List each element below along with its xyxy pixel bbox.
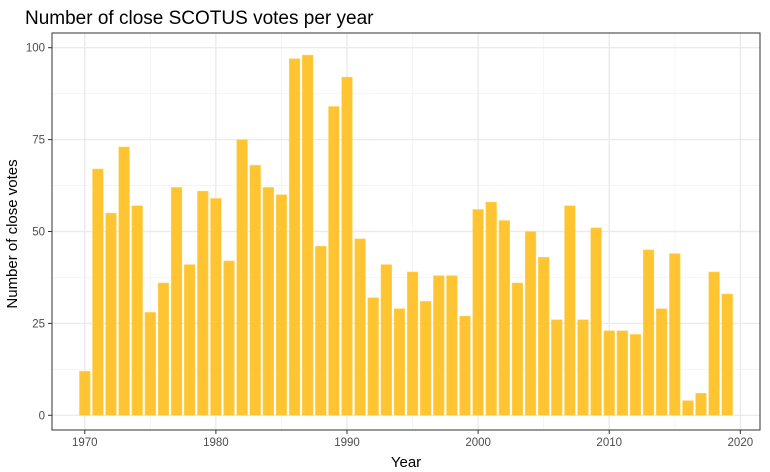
bar bbox=[118, 146, 130, 416]
bar bbox=[275, 194, 288, 416]
bar bbox=[564, 205, 576, 416]
bar bbox=[642, 249, 655, 416]
bar bbox=[341, 76, 353, 416]
bar bbox=[616, 330, 628, 416]
bar bbox=[538, 256, 550, 416]
y-tick-label: 50 bbox=[32, 227, 45, 239]
bar bbox=[498, 220, 510, 416]
bar bbox=[92, 168, 104, 416]
bar bbox=[485, 201, 497, 416]
y-tick-label: 0 bbox=[39, 410, 45, 422]
bar bbox=[184, 264, 196, 416]
bar bbox=[315, 245, 327, 416]
x-tick-label: 1980 bbox=[203, 437, 229, 449]
bar bbox=[144, 312, 156, 416]
bar bbox=[472, 209, 484, 416]
bar bbox=[197, 190, 209, 416]
bar bbox=[380, 264, 392, 416]
bar bbox=[131, 205, 143, 416]
bar bbox=[577, 319, 589, 416]
bar bbox=[656, 308, 668, 416]
bar bbox=[590, 227, 602, 416]
bar bbox=[511, 282, 524, 416]
bar bbox=[669, 253, 681, 416]
y-tick-label: 25 bbox=[32, 318, 45, 330]
chart-title: Number of close SCOTUS votes per year bbox=[25, 8, 374, 29]
axes: 1970 1980 1990 2000 2010 2020 0 25 50 75 100 bbox=[26, 43, 753, 449]
bar bbox=[367, 297, 379, 416]
bars bbox=[79, 54, 733, 416]
bar bbox=[157, 282, 170, 416]
x-tick-label: 2010 bbox=[596, 437, 622, 449]
bar bbox=[210, 198, 222, 416]
bar bbox=[406, 271, 419, 416]
bar bbox=[262, 187, 274, 416]
bar bbox=[524, 231, 537, 416]
y-tick-label: 100 bbox=[26, 43, 45, 55]
x-tick-label: 2000 bbox=[465, 437, 491, 449]
x-axis-title: Year bbox=[391, 454, 421, 471]
bar bbox=[170, 187, 183, 416]
bar bbox=[79, 370, 91, 416]
bar bbox=[433, 275, 445, 416]
bar bbox=[551, 319, 563, 416]
bar bbox=[223, 260, 235, 416]
bar bbox=[603, 330, 615, 416]
bar bbox=[393, 308, 406, 416]
x-tick-label: 1970 bbox=[72, 437, 98, 449]
bar bbox=[420, 301, 432, 416]
y-tick-label: 75 bbox=[32, 135, 45, 147]
bar bbox=[695, 392, 707, 416]
bar bbox=[446, 275, 458, 416]
bar bbox=[236, 139, 248, 416]
bar bbox=[302, 54, 314, 416]
bar bbox=[288, 58, 301, 416]
bar bbox=[249, 165, 261, 416]
bar bbox=[682, 400, 694, 416]
bar bbox=[708, 271, 720, 416]
bar bbox=[459, 315, 471, 416]
bar bbox=[629, 334, 642, 416]
y-axis-title: Number of close votes bbox=[4, 159, 21, 308]
bar bbox=[721, 293, 733, 416]
bar bbox=[328, 106, 340, 416]
x-tick-label: 2020 bbox=[728, 437, 754, 449]
bar bbox=[105, 212, 117, 416]
bar bbox=[354, 238, 366, 416]
x-tick-label: 1990 bbox=[334, 437, 360, 449]
